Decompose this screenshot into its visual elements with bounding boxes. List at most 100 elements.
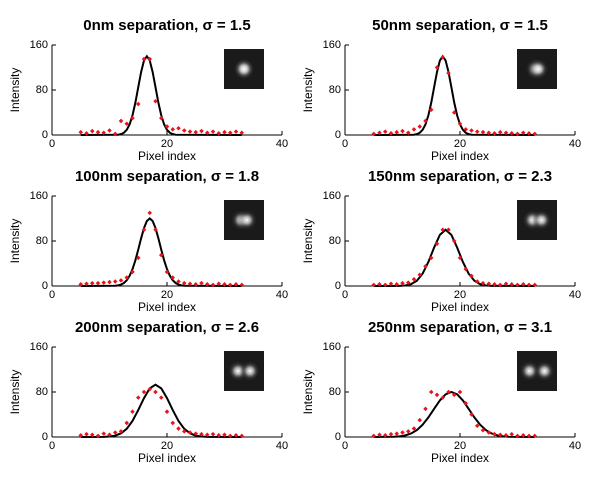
data-point xyxy=(204,282,210,287)
data-point xyxy=(417,272,423,278)
data-point xyxy=(457,255,463,261)
y-tick-label: 80 xyxy=(329,84,341,96)
x-tick-label: 20 xyxy=(454,440,466,452)
x-axis-label: Pixel index xyxy=(138,300,196,314)
data-point xyxy=(89,280,95,286)
y-tick-label: 160 xyxy=(323,190,341,202)
data-point xyxy=(492,282,497,287)
data-point xyxy=(515,282,520,288)
data-point xyxy=(233,129,239,134)
data-point xyxy=(141,389,147,395)
fit-line xyxy=(373,228,535,287)
panel: 50nm separation, σ = 1.5 Pixel index Inten… xyxy=(301,17,581,163)
data-point xyxy=(440,395,446,400)
data-point xyxy=(377,282,382,287)
data-point xyxy=(400,128,405,134)
data-point xyxy=(394,431,400,436)
data-point xyxy=(95,129,101,135)
data-point xyxy=(400,280,405,286)
data-point xyxy=(199,431,204,437)
data-point xyxy=(497,129,503,135)
data-point xyxy=(112,279,118,284)
data-point xyxy=(405,429,411,434)
data-point xyxy=(210,431,216,437)
data-point xyxy=(411,127,417,132)
data-point xyxy=(451,392,457,398)
data-point xyxy=(428,255,434,261)
data-point xyxy=(486,430,492,435)
x-axis-label: Pixel index xyxy=(431,300,489,314)
data-point xyxy=(124,275,130,280)
fit-line xyxy=(80,217,242,287)
x-tick-label: 40 xyxy=(569,440,581,452)
inset-spot xyxy=(519,361,540,381)
data-point xyxy=(210,282,216,288)
data-point xyxy=(371,433,377,439)
y-axis-label: Intensity xyxy=(301,370,315,415)
data-point xyxy=(199,280,204,286)
panel: 150nm separation, σ = 2.3 Pixel index Inte… xyxy=(301,168,581,314)
data-point xyxy=(222,129,227,135)
data-point xyxy=(520,282,526,287)
data-point xyxy=(124,420,130,426)
data-point xyxy=(520,433,526,438)
data-point xyxy=(428,389,434,395)
y-tick-label: 160 xyxy=(30,39,48,51)
data-point xyxy=(227,282,233,288)
data-point xyxy=(176,426,181,431)
data-point xyxy=(101,280,107,285)
data-point xyxy=(187,430,193,435)
data-point xyxy=(158,395,164,400)
y-tick-label: 0 xyxy=(335,280,341,292)
x-tick-label: 20 xyxy=(161,440,173,452)
data-point xyxy=(118,278,124,283)
data-point xyxy=(227,433,233,439)
data-point xyxy=(423,264,428,269)
data-point xyxy=(124,121,130,127)
data-point xyxy=(423,406,428,412)
data-point xyxy=(222,432,227,438)
data-point xyxy=(394,129,400,135)
data-point xyxy=(509,431,515,437)
data-point xyxy=(417,124,423,129)
data-point xyxy=(382,282,388,288)
y-tick-label: 160 xyxy=(30,190,48,202)
x-tick-label: 0 xyxy=(342,440,348,452)
data-point xyxy=(130,409,135,414)
data-point xyxy=(474,423,480,429)
data-point xyxy=(469,273,474,279)
data-point xyxy=(411,276,417,282)
x-tick-label: 40 xyxy=(276,289,288,301)
data-point xyxy=(210,129,216,134)
data-point xyxy=(187,281,193,287)
data-point xyxy=(233,282,239,287)
data-point xyxy=(141,56,147,62)
data-point xyxy=(164,269,170,275)
data-point xyxy=(382,433,388,438)
data-point xyxy=(89,128,95,134)
data-point xyxy=(411,426,417,431)
data-point xyxy=(216,433,222,438)
x-axis-label: Pixel index xyxy=(138,149,196,163)
y-axis-label: Intensity xyxy=(8,219,22,264)
data-point xyxy=(239,282,245,288)
data-point xyxy=(233,433,239,438)
data-point xyxy=(469,412,474,417)
panel-title: 0nm separation, σ = 1.5 xyxy=(83,17,250,34)
y-tick-label: 80 xyxy=(36,235,48,247)
panel-title: 200nm separation, σ = 2.6 xyxy=(75,319,259,336)
data-point xyxy=(84,131,89,136)
data-point xyxy=(480,427,486,433)
data-point xyxy=(417,417,423,423)
data-point xyxy=(216,281,222,287)
data-point xyxy=(147,210,153,216)
panel: 100nm separation, σ = 1.8 Pixel index Inte… xyxy=(8,168,288,314)
data-point xyxy=(222,282,227,287)
data-point xyxy=(526,282,532,288)
panel-title: 100nm separation, σ = 1.8 xyxy=(75,168,259,185)
data-point xyxy=(469,128,474,133)
data-point xyxy=(532,282,538,288)
data-point xyxy=(181,280,187,286)
y-axis-label: Intensity xyxy=(8,68,22,113)
